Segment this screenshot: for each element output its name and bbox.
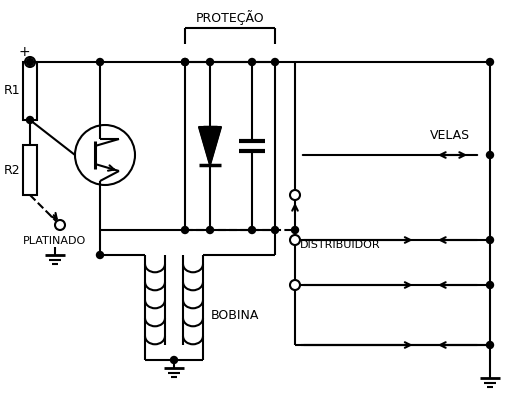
- Circle shape: [487, 152, 493, 159]
- Circle shape: [292, 226, 298, 233]
- Circle shape: [290, 235, 300, 245]
- Circle shape: [181, 58, 189, 65]
- Text: VELAS: VELAS: [430, 129, 470, 141]
- Bar: [23, 145, 37, 195]
- Text: PROTEÇÃO: PROTEÇÃO: [196, 11, 264, 25]
- Circle shape: [97, 58, 103, 65]
- Circle shape: [25, 57, 35, 67]
- Text: BOBINA: BOBINA: [211, 309, 259, 321]
- Circle shape: [27, 58, 33, 65]
- Circle shape: [55, 220, 65, 230]
- Circle shape: [181, 58, 189, 65]
- Bar: [23, 62, 37, 120]
- Circle shape: [171, 356, 177, 363]
- Text: PLATINADO: PLATINADO: [23, 236, 87, 246]
- Text: R2: R2: [4, 164, 20, 176]
- Circle shape: [487, 342, 493, 349]
- Circle shape: [271, 58, 279, 65]
- Circle shape: [487, 58, 493, 65]
- Circle shape: [249, 226, 255, 233]
- Circle shape: [290, 190, 300, 200]
- Circle shape: [249, 58, 255, 65]
- Text: +: +: [18, 45, 30, 59]
- Circle shape: [271, 226, 279, 233]
- Circle shape: [181, 226, 189, 233]
- Circle shape: [97, 252, 103, 259]
- Circle shape: [487, 236, 493, 243]
- Circle shape: [487, 282, 493, 289]
- Circle shape: [27, 116, 33, 123]
- Circle shape: [206, 226, 214, 233]
- Text: DISTRIBUIDOR: DISTRIBUIDOR: [300, 240, 381, 250]
- Text: R1: R1: [4, 85, 20, 97]
- Polygon shape: [199, 127, 221, 165]
- Circle shape: [290, 280, 300, 290]
- Circle shape: [206, 58, 214, 65]
